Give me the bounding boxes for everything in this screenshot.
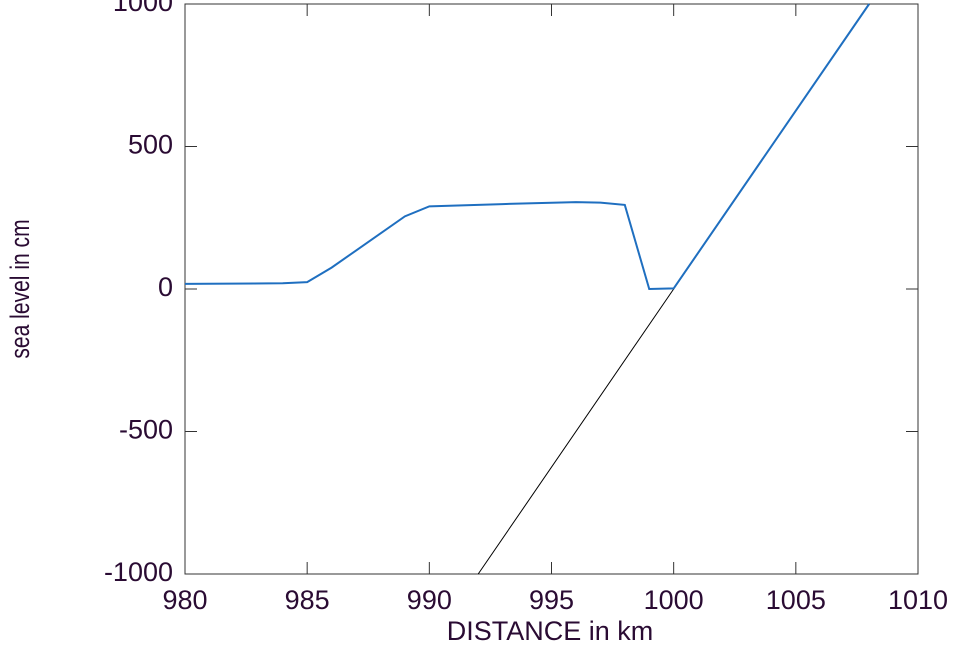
x-axis-label: DISTANCE in km [447, 616, 654, 645]
x-tick-label: 990 [407, 585, 452, 615]
y-tick-label: 0 [158, 272, 173, 302]
x-tick-label: 980 [162, 585, 207, 615]
x-tick-label: 995 [529, 585, 574, 615]
line [184, 3, 870, 291]
x-tick-label: 1005 [766, 585, 826, 615]
y-tick-label: -500 [119, 415, 173, 445]
y-tick-label: -1000 [104, 557, 173, 587]
y-tick-label: 1000 [113, 0, 173, 17]
x-tick-label: 1000 [644, 585, 704, 615]
x-tick-label: 985 [285, 585, 330, 615]
y-axis-label: sea level in cm [6, 219, 36, 358]
plot-frame [184, 3, 919, 575]
y-tick-label: 500 [128, 130, 173, 160]
x-tick-label: 1010 [888, 585, 948, 615]
